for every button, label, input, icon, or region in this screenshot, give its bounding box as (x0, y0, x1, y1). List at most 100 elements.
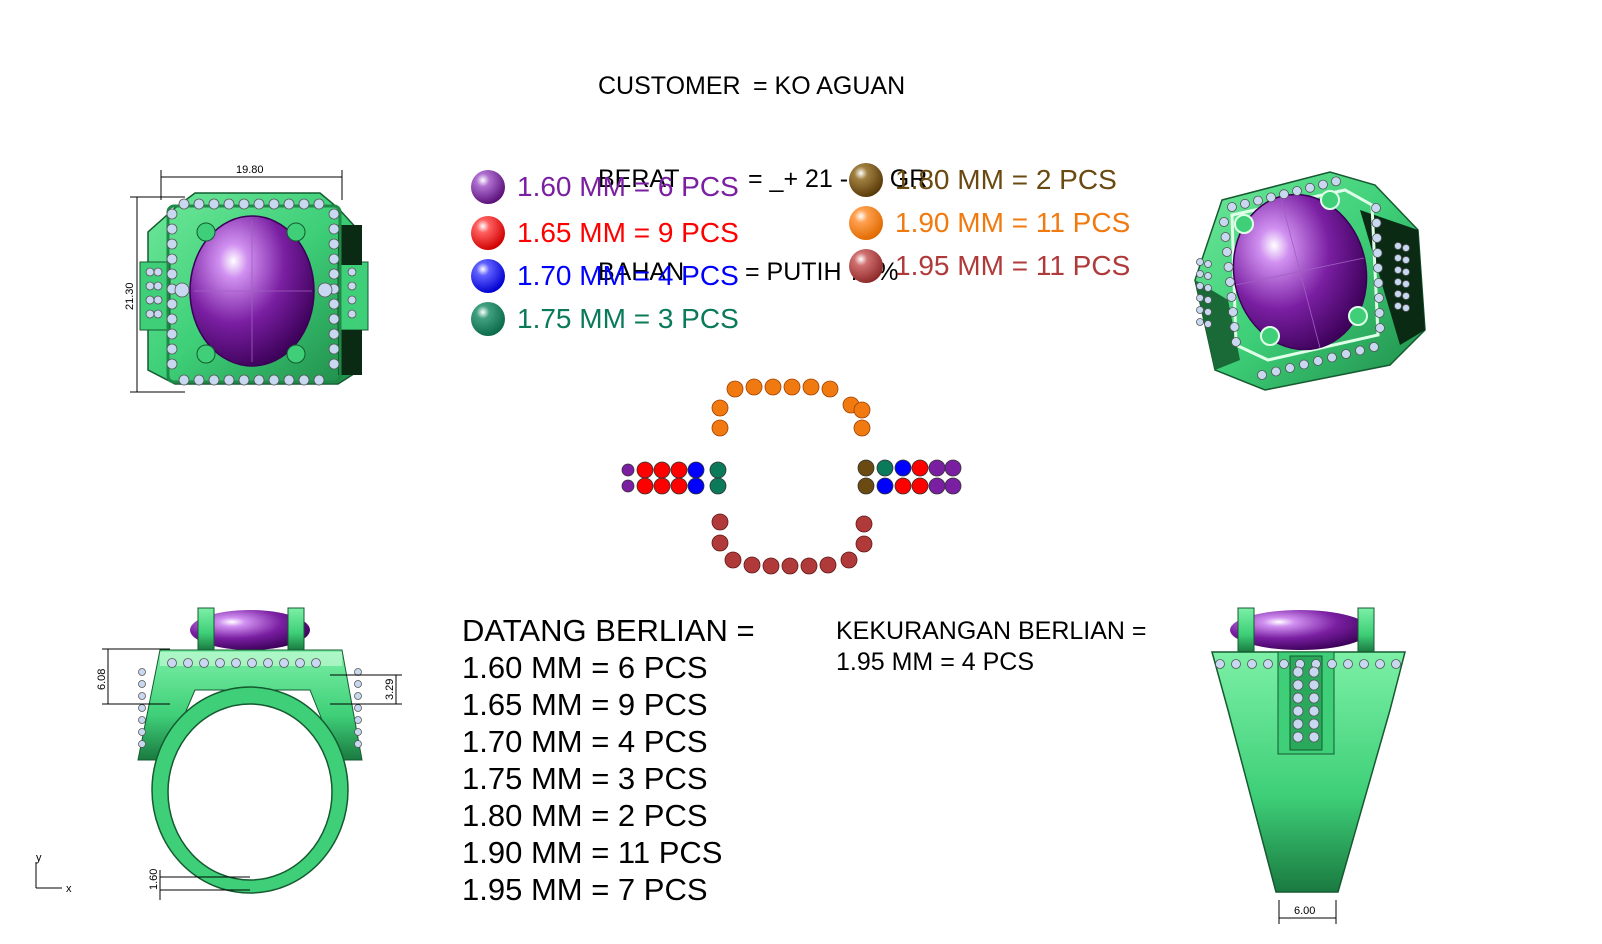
stone-ball-icon (849, 206, 883, 240)
stone-dot (928, 477, 946, 495)
diamond-dot (138, 716, 146, 724)
diamond-dot (1369, 342, 1379, 352)
legend-item-160: 1.60 MM = 6 PCS (471, 170, 739, 204)
diamond-dot (223, 374, 235, 386)
stone-ball-icon (471, 216, 505, 250)
stone-190-dot (726, 380, 744, 398)
stone-195-dot (743, 556, 761, 574)
diamond-dot (1371, 203, 1381, 213)
stone-layout-diagram (621, 378, 962, 575)
legend-item-175: 1.75 MM = 3 PCS (471, 302, 739, 336)
diamond-dot (1308, 666, 1320, 678)
diamond-dot (1223, 262, 1234, 272)
diamond-dot (1257, 370, 1267, 380)
stone-195-dot (855, 515, 873, 533)
diamond-dot (1308, 718, 1320, 730)
diamond-dot (1196, 318, 1204, 326)
diamond-dot (347, 295, 357, 305)
diamond-dot (347, 281, 357, 291)
stone-ball-icon (849, 163, 883, 197)
legend-item-170: 1.70 MM = 4 PCS (471, 259, 739, 293)
diamond-dot (1292, 679, 1304, 691)
diamond-dot (1196, 282, 1204, 290)
diamond-dot (279, 658, 289, 668)
diamond-dot (1308, 731, 1320, 743)
diamond-dot (166, 328, 178, 340)
diamond-dot (354, 704, 362, 712)
datang-line: 1.65 MM = 9 PCS (462, 687, 708, 722)
stone-195-dot (711, 534, 729, 552)
diamond-dot (1374, 308, 1385, 318)
diamond-dot (1247, 659, 1257, 669)
diamond-dot (215, 658, 225, 668)
diamond-dot (1196, 258, 1204, 266)
diamond-dot (1375, 659, 1385, 669)
stone-dot (653, 477, 671, 495)
diamond-dot (1226, 292, 1237, 302)
datang-list: DATANG BERLIAN = 1.60 MM = 6 PCS 1.65 MM… (462, 612, 755, 908)
diamond-dot (138, 668, 146, 676)
diamond-dot (1292, 718, 1304, 730)
back-diamond-row (1215, 659, 1401, 743)
ring-side-view (137, 607, 363, 894)
diamond-dot (317, 282, 333, 298)
diamond-dot (354, 680, 362, 688)
diamond-dot (1227, 202, 1237, 212)
dimension-band-bottom: 1.60 (148, 869, 250, 900)
dimension-side-shoulder: 3.29 (330, 674, 402, 705)
diamond-dot (1305, 182, 1315, 193)
diamond-dot (208, 374, 220, 386)
diamond-dot (153, 267, 163, 277)
diamond-dot (1222, 247, 1232, 257)
stone-195-dot (762, 557, 780, 575)
dimension-top-width: 19.80 (160, 164, 343, 200)
diamond-dot (1341, 349, 1351, 359)
stone-190-dot (711, 419, 729, 437)
diamond-dot (1373, 263, 1383, 273)
diamond-dot (1372, 233, 1382, 243)
berat-label: BERAT (598, 165, 680, 193)
diamond-dot (167, 658, 177, 668)
diamond-dot (145, 267, 155, 277)
datang-line: 1.60 MM = 6 PCS (462, 650, 708, 685)
stone-dot (709, 477, 727, 495)
diamond-dot (253, 374, 265, 386)
stone-dot (911, 477, 929, 495)
diamond-dot (208, 198, 220, 210)
diamond-dot (328, 328, 340, 340)
diamond-dot (1327, 659, 1337, 669)
stone-190-dot (821, 380, 839, 398)
diamond-dot (253, 198, 265, 210)
stone-195-dot (840, 551, 858, 569)
diamond-dot (328, 298, 340, 310)
dim-label: 19.80 (236, 164, 264, 176)
diamond-dot (199, 658, 209, 668)
stone-dot (944, 477, 962, 495)
diamond-dot (354, 716, 362, 724)
diamond-dot (354, 692, 362, 700)
diamond-dot (145, 295, 155, 305)
stone-195-dot (855, 535, 873, 553)
stone-dot (621, 479, 635, 493)
diamond-dot (1308, 679, 1320, 691)
kekurangan-block: KEKURANGAN BERLIAN = 1.95 MM = 4 PCS (836, 616, 1147, 678)
stone-190-dot (853, 419, 871, 437)
diamond-dot (1271, 366, 1281, 377)
diamond-dot (1331, 176, 1341, 187)
diamond-dot (193, 374, 205, 386)
dimension-top-height: 21.30 (124, 196, 185, 393)
stone-190-dot (802, 378, 820, 396)
datang-line: 1.95 MM = 7 PCS (462, 872, 708, 907)
stone-190-dot (764, 378, 782, 396)
diamond-dot (183, 658, 193, 668)
diamond-dot (1355, 345, 1365, 356)
diamond-dot (313, 374, 325, 386)
diamond-dot (1219, 217, 1229, 227)
diamond-dot (354, 668, 362, 676)
diamond-dot (1394, 290, 1402, 298)
diamond-dot (1402, 280, 1410, 288)
diamond-dot (283, 374, 295, 386)
diamond-dot (1394, 266, 1402, 274)
stone-dot (709, 461, 727, 479)
